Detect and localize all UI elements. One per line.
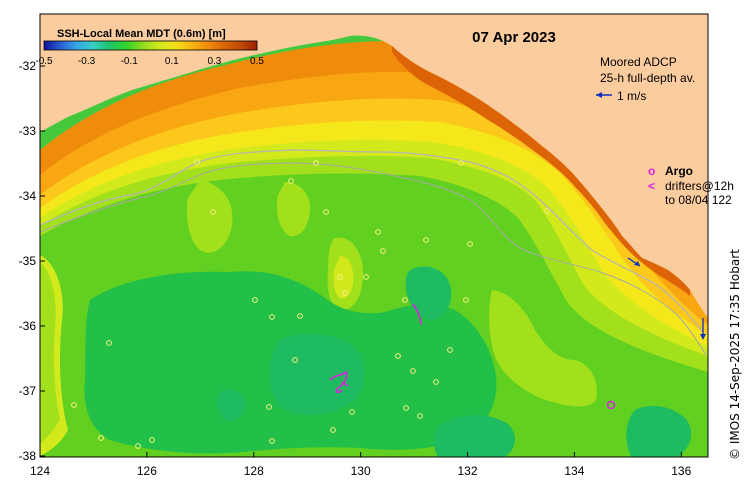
argo-legend-symbol: o: [648, 164, 655, 178]
colorbar-tick-label: -0.5: [35, 56, 53, 67]
y-axis-tick-label: -38: [19, 449, 37, 463]
argo-float-marker: [149, 437, 155, 443]
drifter-legend-label: drifters@12h: [665, 179, 734, 193]
drifter-legend-symbol: <: [648, 179, 655, 193]
adcp-arrow-2: [700, 318, 706, 340]
map-date-title: 07 Apr 2023: [472, 29, 556, 46]
argo-float-marker: [292, 357, 298, 363]
argo-float-marker: [463, 297, 469, 303]
argo-legend-label: Argo: [665, 164, 693, 178]
ssh-green-tongue-west: [40, 262, 60, 444]
ssh-cool-patch-east: [405, 266, 452, 320]
colorbar-tick-label: -0.3: [78, 56, 96, 67]
ssh-tongue-mid: [186, 180, 233, 253]
argo-float-marker: [458, 160, 464, 166]
argo-float-marker: [297, 313, 303, 319]
ssh-tongue-south: [489, 290, 597, 407]
colorbar-tick-label: 0.1: [165, 56, 179, 67]
ssh-eddy-warm-centre-core: [333, 256, 354, 299]
argo-float-marker: [269, 438, 275, 444]
x-axis: 124 126 128 130 132 134 136: [30, 452, 692, 478]
argo-float-marker: [395, 353, 401, 359]
argo-float-marker: [71, 402, 77, 408]
adcp-scale-arrow-head: [596, 92, 602, 98]
argo-float-marker: [98, 435, 104, 441]
argo-float-marker: [342, 290, 348, 296]
argo-float-marker: [402, 297, 408, 303]
argo-float-marker: [403, 405, 409, 411]
drifter-track-central: [329, 370, 349, 393]
argo-float-marker: [313, 160, 319, 166]
drifter-track-east: [412, 303, 423, 325]
y-axis: -32 -33 -34 -35 -36 -37 -38: [19, 59, 45, 463]
argo-float-layer: [71, 159, 550, 480]
map-legend: Moored ADCP 25-h full-depth av. 1 m/s o …: [596, 55, 734, 207]
x-axis-tick-label: 130: [351, 464, 371, 478]
colorbar-title: SSH-Local Mean MDT (0.6m) [m]: [57, 28, 226, 40]
imos-credit: © IMOS 14-Sep-2025 17:35 Hobart: [728, 249, 742, 460]
argo-float-marker: [423, 237, 429, 243]
x-axis-tick-label: 136: [671, 464, 691, 478]
colorbar-tick-label: 0.3: [207, 56, 221, 67]
argo-float-marker: [135, 443, 141, 449]
y-axis-tick-label: -32: [19, 59, 37, 73]
y-axis-tick-label: -33: [19, 124, 37, 138]
argo-float-marker: [163, 475, 168, 480]
argo-float-marker: [433, 379, 439, 385]
argo-float-marker: [363, 274, 369, 280]
ssh-cool-patch-south: [434, 415, 515, 457]
ssh-cool-patch-south-2: [216, 389, 246, 422]
ssh-cool-patch-se: [626, 405, 692, 457]
argo-float-marker: [252, 297, 258, 303]
argo-float-marker: [330, 427, 336, 433]
argo-float-marker: [269, 314, 275, 320]
plot-area: [40, 14, 708, 480]
y-axis-tick-label: -37: [19, 384, 37, 398]
x-axis-tick-label: 126: [137, 464, 157, 478]
argo-float-marker: [467, 241, 473, 247]
x-axis-tick-label: 124: [30, 464, 50, 478]
argo-float-marker: [210, 209, 216, 215]
ssh-tongue-mid-2: [276, 182, 311, 237]
x-axis-tick-label: 128: [244, 464, 264, 478]
x-axis-tick-label: 132: [458, 464, 478, 478]
argo-float-marker: [266, 404, 272, 410]
argo-float-marker: [380, 248, 386, 254]
argo-float-marker: [417, 413, 423, 419]
bathymetry-contour-shelf: [40, 149, 706, 336]
drifter-legend-label-2: to 08/04 122: [665, 193, 732, 207]
adcp-legend-subtitle: 25-h full-depth av.: [600, 71, 695, 85]
argo-float-marker: [288, 178, 294, 184]
argo-float-marker: [349, 409, 355, 415]
adcp-arrow-1: [627, 257, 641, 267]
argo-float-marker: [544, 208, 550, 214]
ssh-cool-core-inner: [269, 333, 365, 415]
adcp-scale-label: 1 m/s: [617, 89, 646, 103]
argo-float-marker: [447, 347, 453, 353]
y-axis-tick-label: -35: [19, 254, 37, 268]
argo-float-marker: [323, 209, 329, 215]
y-axis-tick-label: -36: [19, 319, 37, 333]
plot-frame: [39, 13, 709, 458]
argo-float-marker-open: [606, 400, 616, 410]
colorbar-tick-labels: -0.5 -0.3 -0.1 0.1 0.3 0.5: [35, 56, 264, 67]
argo-float-marker: [410, 368, 416, 374]
colorbar-tick-label: 0.5: [250, 56, 264, 67]
colorbar: SSH-Local Mean MDT (0.6m) [m] -0.5 -0.3 -0…: [35, 28, 264, 67]
y-axis-tick-label: -34: [19, 189, 37, 203]
argo-float-marker: [375, 229, 381, 235]
argo-float-marker: [106, 340, 112, 346]
ssh-band-coastal-dark: [392, 46, 690, 296]
x-axis-tick-label: 134: [564, 464, 584, 478]
land-australia: [40, 14, 708, 318]
adcp-legend-title: Moored ADCP: [600, 55, 677, 69]
argo-float-marker: [337, 274, 343, 280]
colorbar-tick-label: -0.1: [121, 56, 139, 67]
argo-float-marker: [194, 159, 200, 165]
bathymetry-contour-slope: [40, 162, 707, 356]
colorbar-bar: [43, 40, 258, 51]
